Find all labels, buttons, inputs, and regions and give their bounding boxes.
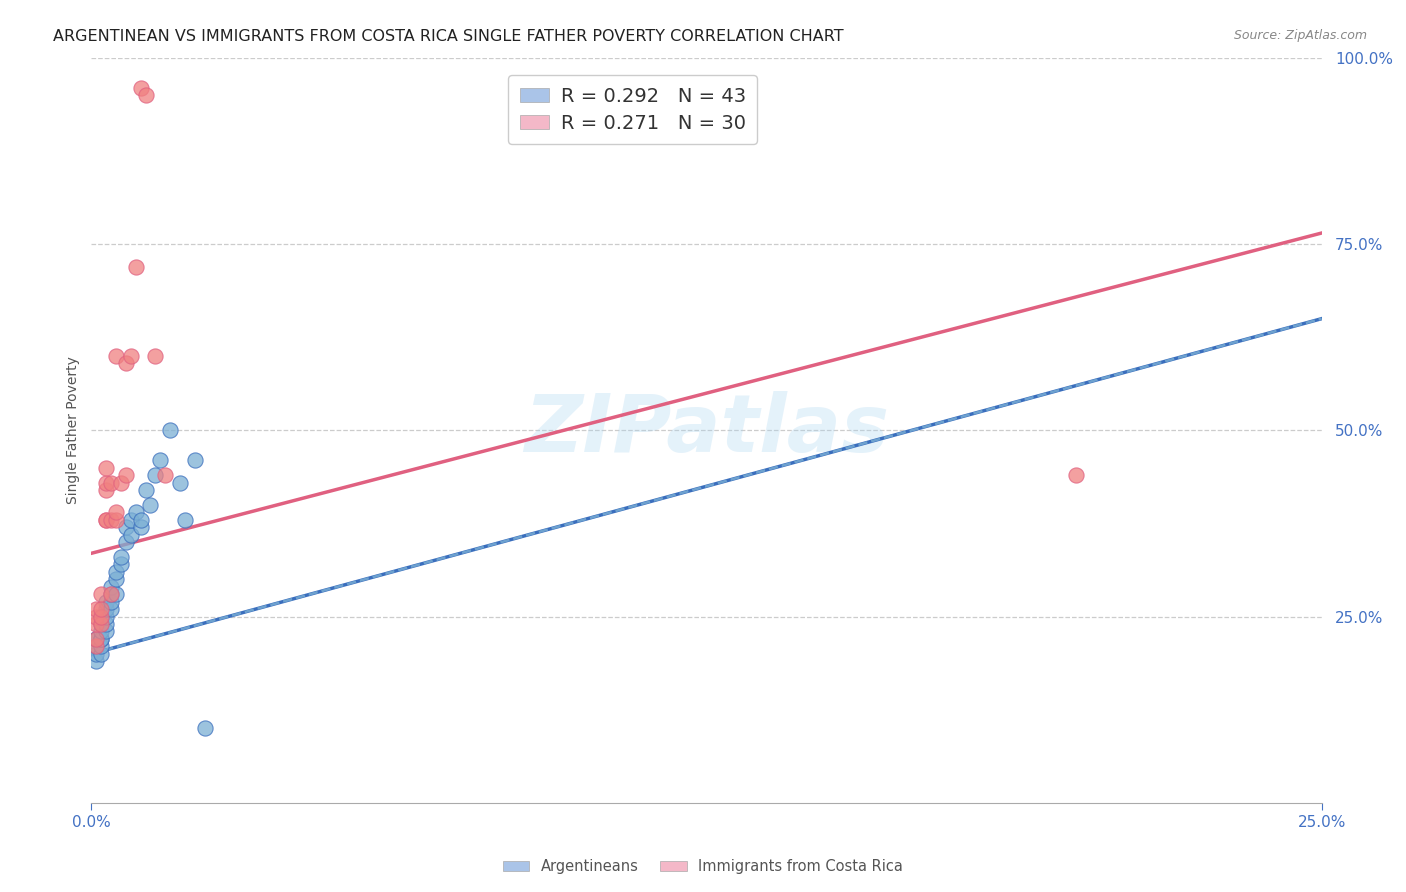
Point: [100, 587, 122, 601]
Point: [90, 617, 112, 632]
Point: [110, 475, 132, 490]
Point: [105, 513, 127, 527]
Point: [129, 80, 152, 95]
Point: [86, 609, 108, 624]
Point: [100, 513, 122, 527]
Point: [124, 505, 146, 519]
Text: Source: ZipAtlas.com: Source: ZipAtlas.com: [1233, 29, 1367, 43]
Point: [110, 558, 132, 572]
Point: [139, 498, 162, 512]
Point: [96, 609, 117, 624]
Point: [90, 640, 112, 654]
Text: ZIPatlas: ZIPatlas: [524, 392, 889, 469]
Point: [86, 647, 108, 661]
Point: [120, 513, 142, 527]
Point: [183, 453, 207, 467]
Point: [86, 632, 108, 646]
Point: [90, 609, 112, 624]
Point: [114, 468, 138, 483]
Point: [90, 602, 112, 616]
Point: [96, 602, 117, 616]
Point: [86, 632, 108, 646]
Point: [145, 468, 166, 483]
Point: [90, 617, 112, 632]
Point: [86, 602, 108, 616]
Point: [96, 460, 117, 475]
Point: [153, 468, 177, 483]
Point: [90, 647, 112, 661]
Point: [105, 565, 127, 579]
Point: [100, 580, 122, 594]
Point: [90, 609, 112, 624]
Point: [105, 573, 127, 587]
Point: [149, 453, 172, 467]
Point: [100, 602, 122, 616]
Point: [86, 617, 108, 632]
Point: [114, 520, 138, 534]
Point: [105, 587, 127, 601]
Point: [100, 595, 122, 609]
Point: [96, 617, 117, 632]
Point: [100, 475, 122, 490]
Point: [86, 632, 108, 646]
Point: [174, 513, 197, 527]
Point: [100, 587, 122, 601]
Point: [90, 587, 112, 601]
Point: [110, 549, 132, 564]
Legend: Argentineans, Immigrants from Costa Rica: Argentineans, Immigrants from Costa Rica: [496, 854, 910, 880]
Legend: R = 0.292   N = 43, R = 0.271   N = 30: R = 0.292 N = 43, R = 0.271 N = 30: [508, 75, 758, 145]
Point: [135, 483, 156, 497]
Point: [96, 595, 117, 609]
Point: [96, 624, 117, 639]
Point: [120, 349, 142, 363]
Text: ARGENTINEAN VS IMMIGRANTS FROM COSTA RICA SINGLE FATHER POVERTY CORRELATION CHAR: ARGENTINEAN VS IMMIGRANTS FROM COSTA RIC…: [53, 29, 844, 45]
Point: [129, 520, 152, 534]
Point: [90, 632, 112, 646]
Y-axis label: Single Father Poverty: Single Father Poverty: [66, 357, 80, 504]
Point: [135, 88, 156, 103]
Point: [90, 609, 112, 624]
Point: [114, 535, 138, 549]
Point: [96, 513, 117, 527]
Point: [129, 513, 152, 527]
Point: [105, 505, 127, 519]
Point: [159, 424, 181, 438]
Point: [86, 640, 108, 654]
Point: [145, 349, 166, 363]
Point: [96, 483, 117, 497]
Point: [1064, 468, 1087, 483]
Point: [120, 527, 142, 541]
Point: [193, 721, 217, 735]
Point: [86, 640, 108, 654]
Point: [96, 513, 117, 527]
Point: [114, 356, 138, 370]
Point: [169, 475, 191, 490]
Point: [96, 475, 117, 490]
Point: [90, 624, 112, 639]
Point: [124, 260, 146, 274]
Point: [90, 632, 112, 646]
Point: [86, 654, 108, 668]
Point: [105, 349, 127, 363]
